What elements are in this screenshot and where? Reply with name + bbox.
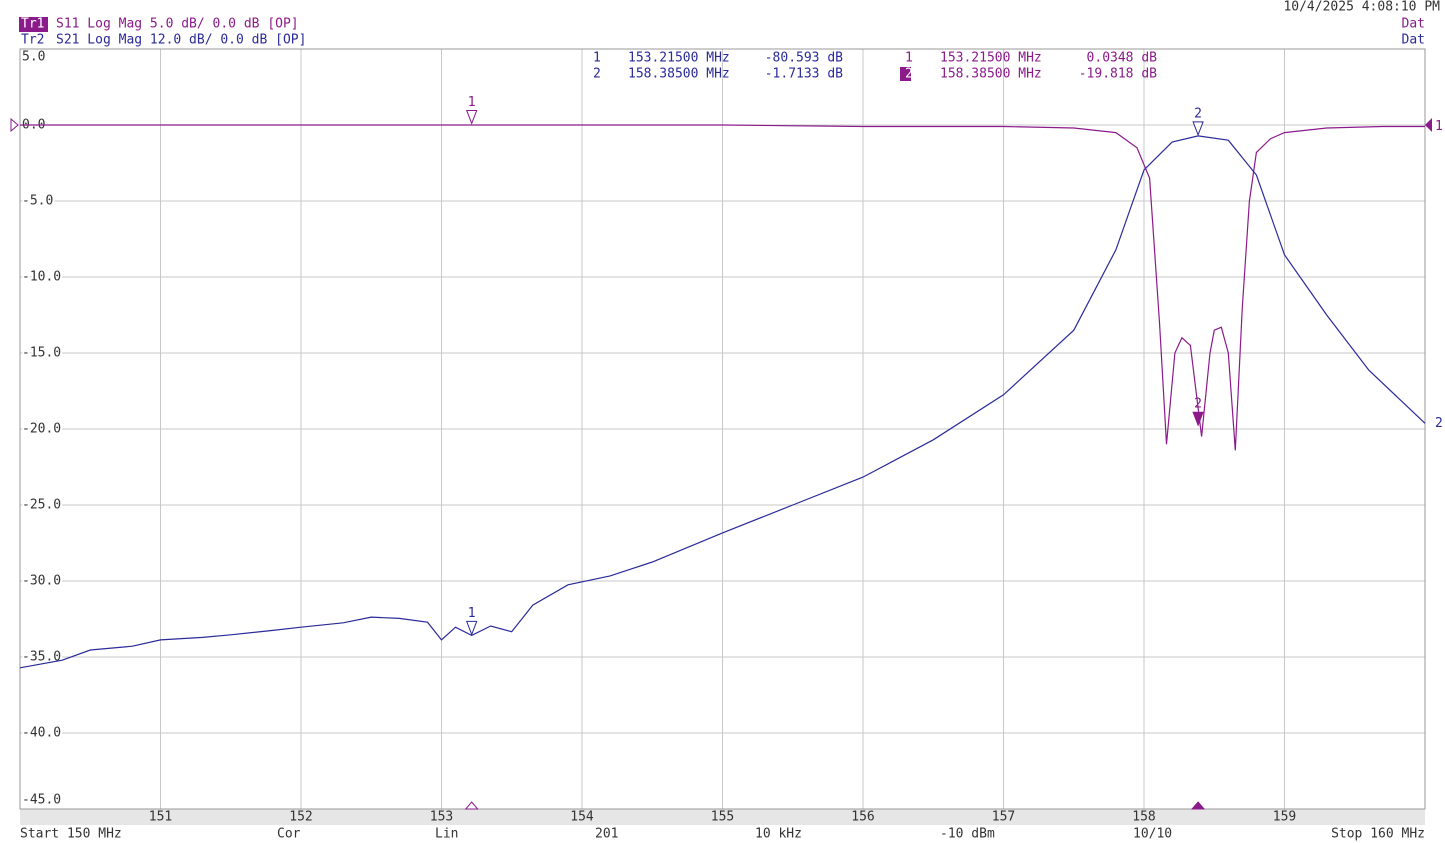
marker <box>465 109 478 125</box>
marker-label: 1 <box>468 606 476 621</box>
x-tick-label: 153 <box>430 810 453 825</box>
marker-readout: 158.38500 MHz <box>940 67 1042 82</box>
marker-readout: 2 <box>905 67 913 82</box>
status-field: Stop 160 MHz <box>1331 827 1425 842</box>
trace-end-label: 2 <box>1435 416 1443 431</box>
active-trace-box <box>19 17 48 32</box>
timestamp: 10/4/2025 4:08:10 PM <box>1283 0 1440 15</box>
x-tick-label: 157 <box>992 810 1015 825</box>
y-tick-label: -30.0 <box>22 574 61 589</box>
stimulus-marker <box>1191 801 1206 810</box>
active-marker-box <box>900 67 911 81</box>
y-tick-label: -10.0 <box>22 270 61 285</box>
status-field: Start 150 MHz <box>20 827 122 842</box>
marker-readout: 153.21500 MHz <box>628 51 730 66</box>
marker-readout: 158.38500 MHz <box>628 67 730 82</box>
status-field: Lin <box>435 827 458 842</box>
y-tick-label: -35.0 <box>22 650 61 665</box>
marker-readout: 2 <box>593 67 601 82</box>
x-tick-label: 159 <box>1273 810 1296 825</box>
status-field: Cor <box>277 827 301 842</box>
x-tick-label: 151 <box>149 810 172 825</box>
reference-pointer <box>10 117 19 133</box>
marker <box>1192 121 1204 137</box>
x-tick-label: 158 <box>1132 810 1155 825</box>
marker-readout: -19.818 dB <box>1079 67 1157 82</box>
status: Dat <box>1402 17 1425 32</box>
status: Dat <box>1402 33 1425 48</box>
x-tick-label: 154 <box>570 810 594 825</box>
y-tick-label: -20.0 <box>22 422 61 437</box>
status-field: -10 dBm <box>940 827 995 842</box>
trace <box>19 135 1426 669</box>
y-tick-label: -15.0 <box>22 346 61 361</box>
marker-label: 1 <box>468 95 476 110</box>
marker <box>1192 411 1204 427</box>
trace-setup: S21 Log Mag 12.0 dB/ 0.0 dB [OP] <box>56 33 306 48</box>
y-tick-label: -5.0 <box>22 194 53 209</box>
status-field: 201 <box>595 827 618 842</box>
status-field: 10/10 <box>1133 827 1172 842</box>
x-tick-label: 156 <box>851 810 874 825</box>
trace-name: Tr2 <box>21 33 44 48</box>
marker-readout: 1 <box>905 51 913 66</box>
trace-name: Tr1 <box>21 17 44 32</box>
marker-readout: -1.7133 dB <box>765 67 843 82</box>
marker-readout: 153.21500 MHz <box>940 51 1042 66</box>
marker-label: 2 <box>1194 397 1202 412</box>
y-tick-label: -40.0 <box>22 726 61 741</box>
marker-readout: 1 <box>593 51 601 66</box>
plot-frame <box>19 48 1426 810</box>
trace-end-label: 1 <box>1435 119 1443 134</box>
stimulus-marker <box>464 801 479 810</box>
trace <box>20 124 1425 451</box>
status-field: 10 kHz <box>755 827 802 842</box>
y-tick-label: -25.0 <box>22 498 61 513</box>
y-tick-label: -45.0 <box>22 793 61 808</box>
x-tick-label: 155 <box>711 810 734 825</box>
marker <box>465 620 478 636</box>
marker-readout: -80.593 dB <box>765 51 843 66</box>
trace-setup: S11 Log Mag 5.0 dB/ 0.0 dB [OP] <box>56 17 299 32</box>
marker-label: 2 <box>1194 106 1202 121</box>
x-axis-band <box>20 809 1425 825</box>
y-tick-label: 5.0 <box>22 50 45 65</box>
marker-readout: 0.0348 dB <box>1087 51 1158 66</box>
x-tick-label: 152 <box>289 810 312 825</box>
reference-pointer <box>1425 118 1432 132</box>
